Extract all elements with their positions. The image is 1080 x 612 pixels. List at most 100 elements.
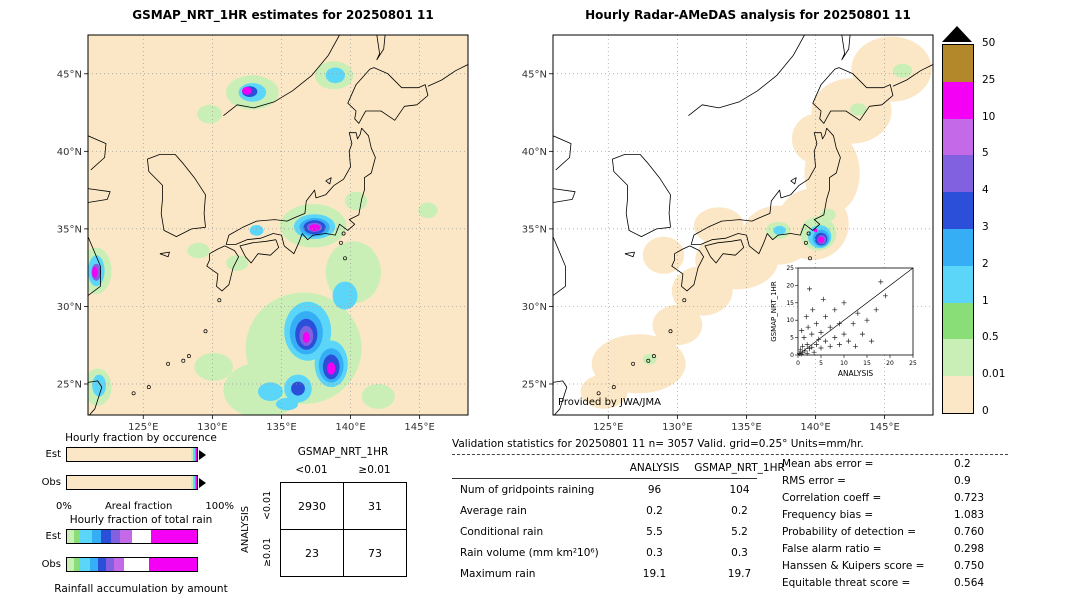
analysis-col-header: ANALYSIS [629, 462, 680, 474]
svg-text:0: 0 [796, 360, 800, 367]
colorbar-tick-label: 25 [982, 73, 996, 86]
accumulation-caption: Rainfall accumulation by amount [54, 583, 228, 595]
stat-row: RMS error = 0.9 [782, 475, 971, 487]
graticule [88, 35, 468, 415]
credit-text: Provided by JWA/JMA [558, 397, 661, 408]
colorbar-bands [942, 44, 974, 414]
total-rain-chart-title: Hourly fraction of total rain [69, 514, 213, 526]
row-label-lt: <0.01 [262, 490, 273, 521]
svg-text:ANALYSIS: ANALYSIS [838, 369, 874, 378]
colorbar-tick-label: 50 [982, 37, 996, 49]
axis-0pct: 0% [56, 501, 72, 512]
svg-text:140°E: 140°E [335, 422, 365, 433]
stat-row: Mean abs error = 0.2 [782, 458, 971, 470]
col-label-ge: ≥0.01 [358, 464, 391, 476]
svg-text:145°E: 145°E [404, 422, 434, 433]
gsmap-precipitation-map: 125°E 130°E 135°E 140°E 145°E 45°N 40°N 35°N 30°… [57, 34, 469, 433]
colorbar-tick-label: 2 [982, 257, 989, 270]
occurrence-chart-title: Hourly fraction by occurence [65, 432, 217, 444]
svg-text:40°N: 40°N [522, 147, 547, 158]
svg-text:40°N: 40°N [57, 147, 82, 158]
cell-hits-none: 2930 [281, 483, 344, 530]
colorbar-tick-label: 0.5 [982, 331, 999, 344]
svg-text:20: 20 [886, 360, 894, 367]
colorbar-overflow-triangle [942, 26, 972, 42]
stat-row: Hanssen & Kuipers score = 0.750 [782, 560, 985, 572]
svg-text:15: 15 [863, 360, 871, 367]
colorbar: 50 25 10 5 4 3 2 1 0.5 0.01 0 [940, 26, 1080, 438]
svg-text:25°N: 25°N [57, 379, 82, 390]
colorbar-tick-label: 1 [982, 294, 989, 307]
gsmap-map-panel: GSMAP_NRT_1HR estimates for 20250801 11 … [48, 8, 484, 440]
bar-row-label: Obs [41, 477, 61, 488]
svg-text:135°E: 135°E [731, 422, 761, 433]
fraction-charts-panel: Hourly fraction by occurence Est Obs 0% A… [36, 432, 251, 610]
stacked-bar [66, 557, 198, 572]
svg-text:45°N: 45°N [57, 69, 82, 80]
radar-map-panel: Hourly Radar-AMeDAS analysis for 2025080… [513, 8, 949, 440]
table-row: Num of gridpoints raining 96 104 [460, 484, 750, 496]
svg-text:10: 10 [786, 317, 794, 324]
bar-end-marker [199, 449, 206, 460]
occurrence-chart: Est Obs [36, 446, 206, 502]
coastlines [553, 35, 933, 415]
areal-fraction-axis: 0% Areal fraction 100% [56, 501, 234, 512]
svg-text:35°N: 35°N [57, 224, 82, 235]
svg-text:145°E: 145°E [869, 422, 899, 433]
radar-map-title: Hourly Radar-AMeDAS analysis for 2025080… [585, 8, 911, 22]
table-row: Conditional rain 5.5 5.2 [460, 526, 748, 538]
fraction-bar-row: Est [36, 528, 198, 545]
map-layers [553, 35, 933, 415]
scatter-inset: 00 5 5 10 10 15 15 20 20 25 25 ANALYSIS GSMAP_NRT_1H… [770, 265, 917, 378]
colorbar-tick-label: 10 [982, 110, 996, 123]
bar-row-label: Est [45, 531, 61, 542]
validation-stats-panel: Validation statistics for 20250801 11 n=… [452, 438, 1008, 610]
svg-text:125°E: 125°E [593, 422, 623, 433]
stat-row: Probability of detection = 0.760 [782, 526, 985, 538]
col-label-lt: <0.01 [295, 464, 328, 476]
colorbar-tick-label: 5 [982, 147, 989, 160]
svg-text:35°N: 35°N [522, 224, 547, 235]
svg-text:30°N: 30°N [57, 302, 82, 313]
row-label-ge: ≥0.01 [262, 537, 273, 568]
contingency-row-axis-title: ANALYSIS [240, 505, 251, 553]
svg-text:10: 10 [840, 360, 848, 367]
stacked-bar [66, 447, 198, 462]
svg-text:130°E: 130°E [662, 422, 692, 433]
gsmap-map-title: GSMAP_NRT_1HR estimates for 20250801 11 [132, 8, 434, 22]
svg-text:45°N: 45°N [522, 69, 547, 80]
axis-tick-labels: 125°E 130°E 135°E 140°E 145°E 45°N 40°N 35°N 30°… [522, 69, 900, 433]
colorbar-tick-label: 3 [982, 221, 989, 233]
contingency-grid: 2930 31 23 73 [280, 482, 407, 577]
radar-precipitation-map: 125°E 130°E 135°E 140°E 145°E 45°N 40°N 35°N 30°… [522, 34, 934, 433]
fraction-bar-row: Obs [36, 474, 206, 491]
score-list: Mean abs error = 0.2 RMS error = 0.9 Corre… [782, 458, 1008, 594]
svg-text:15: 15 [786, 300, 794, 307]
svg-text:25: 25 [786, 265, 794, 272]
precipitation-layer [88, 61, 438, 415]
contingency-table-panel: GSMAP_NRT_1HR <0.01 ≥0.01 ANALYSIS <0.01… [238, 442, 450, 607]
svg-text:135°E: 135°E [266, 422, 296, 433]
stat-row: Frequency bias = 1.083 [782, 509, 985, 521]
contingency-col-labels: <0.01 ≥0.01 [280, 464, 406, 476]
stat-row: Equitable threat score = 0.564 [782, 577, 985, 589]
axis-100pct: 100% [205, 501, 234, 512]
contingency-col-axis-title: GSMAP_NRT_1HR [297, 446, 389, 458]
stacked-bar [66, 529, 198, 544]
svg-text:30°N: 30°N [522, 302, 547, 313]
svg-text:20: 20 [786, 282, 794, 289]
coastlines [88, 35, 468, 415]
gsmap-col-header: GSMAP_NRT_1HR [694, 462, 785, 474]
svg-text:25: 25 [909, 360, 917, 367]
table-row: Maximum rain 19.1 19.7 [460, 568, 752, 580]
svg-text:25°N: 25°N [522, 379, 547, 390]
cell-miss: 23 [281, 530, 344, 577]
svg-text:5: 5 [819, 360, 823, 367]
colorbar-tick-label: 0 [982, 405, 989, 417]
stat-row: False alarm ratio = 0.298 [782, 543, 985, 555]
header-underline [452, 478, 757, 479]
map-layers [88, 35, 468, 415]
fraction-bar-row: Obs [36, 556, 198, 573]
svg-text:0: 0 [790, 352, 794, 359]
